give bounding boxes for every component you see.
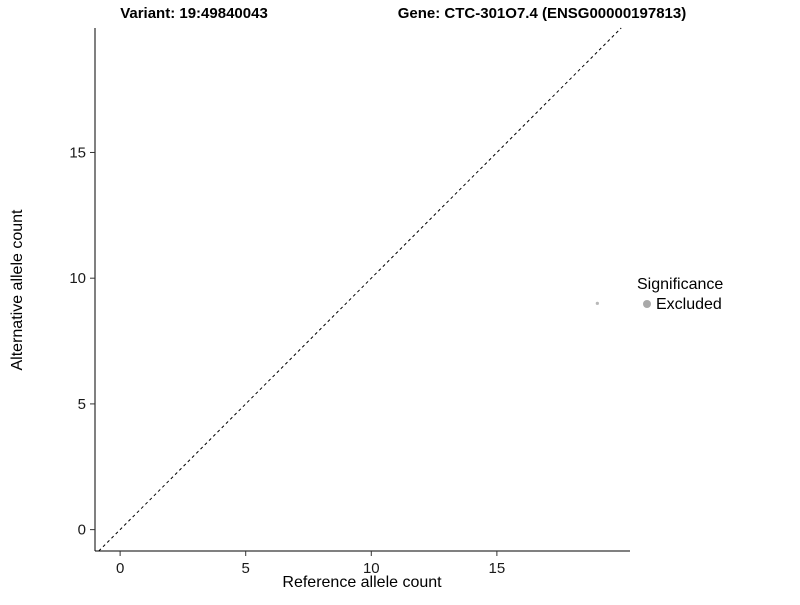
legend-label-excluded: Excluded bbox=[656, 296, 722, 313]
axis-ticks-layer: 0 5 10 15 0 5 10 15 bbox=[69, 144, 505, 577]
x-tick-label: 15 bbox=[489, 560, 506, 577]
identity-line-layer bbox=[98, 27, 622, 552]
legend: Significance Excluded bbox=[637, 276, 723, 313]
x-tick-label: 5 bbox=[242, 560, 250, 577]
identity-dashed-line bbox=[98, 27, 622, 552]
data-points-layer bbox=[595, 301, 599, 305]
legend-key-excluded-dot bbox=[643, 300, 651, 308]
y-tick-label: 0 bbox=[78, 522, 86, 539]
y-tick-label: 5 bbox=[78, 396, 86, 413]
x-tick-label: 10 bbox=[363, 560, 380, 577]
gene-title: Gene: CTC-301O7.4 (ENSG00000197813) bbox=[398, 5, 686, 22]
data-point bbox=[595, 301, 599, 305]
x-tick-label: 0 bbox=[116, 560, 124, 577]
y-tick-label: 15 bbox=[69, 144, 86, 161]
x-axis-label: Reference allele count bbox=[282, 574, 442, 591]
y-tick-label: 10 bbox=[69, 270, 86, 287]
variant-title: Variant: 19:49840043 bbox=[120, 5, 268, 22]
y-axis-label: Alternative allele count bbox=[9, 209, 26, 371]
legend-title: Significance bbox=[637, 276, 723, 293]
